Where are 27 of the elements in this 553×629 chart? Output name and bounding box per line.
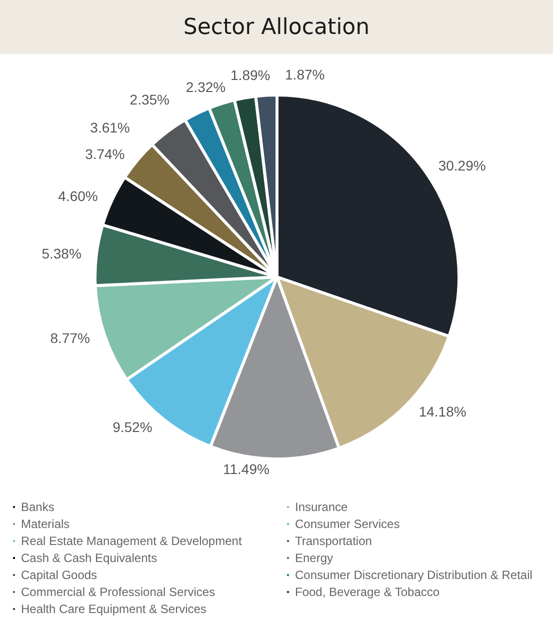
legend-label: Transportation [295, 534, 372, 548]
data-label: 9.52% [112, 419, 152, 436]
data-label: 3.61% [90, 119, 130, 136]
legend-label: Banks [21, 500, 54, 514]
data-label: 1.89% [230, 66, 270, 83]
legend-label: Consumer Services [295, 517, 400, 531]
data-label: 4.60% [58, 188, 98, 204]
legend-label: Materials [21, 517, 70, 531]
legend-label: Insurance [295, 500, 348, 514]
data-label: 11.49% [223, 460, 270, 477]
data-label: 1.87% [285, 66, 325, 82]
legend-label: Consumer Discretionary Distribution & Retail [295, 568, 532, 582]
legend-label: Real Estate Management & Development [21, 534, 242, 548]
data-label: 14.18% [418, 404, 466, 420]
chart-title: Sector Allocation [0, 0, 553, 54]
data-label: 5.38% [42, 246, 82, 262]
legend-label: Capital Goods [21, 568, 98, 582]
legend-label: Energy [295, 551, 334, 565]
legend-label: Food, Beverage & Tobacco [295, 585, 440, 599]
legend-label: Health Care Equipment & Services [21, 602, 206, 616]
data-label: 8.77% [50, 330, 90, 346]
data-label: 2.32% [186, 79, 226, 96]
data-label: 2.35% [130, 92, 170, 108]
data-label: 30.29% [438, 158, 486, 174]
legend-label: Cash & Cash Equivalents [21, 551, 158, 565]
legend-label: Commercial & Professional Services [21, 585, 216, 599]
data-label: 3.74% [85, 146, 125, 162]
